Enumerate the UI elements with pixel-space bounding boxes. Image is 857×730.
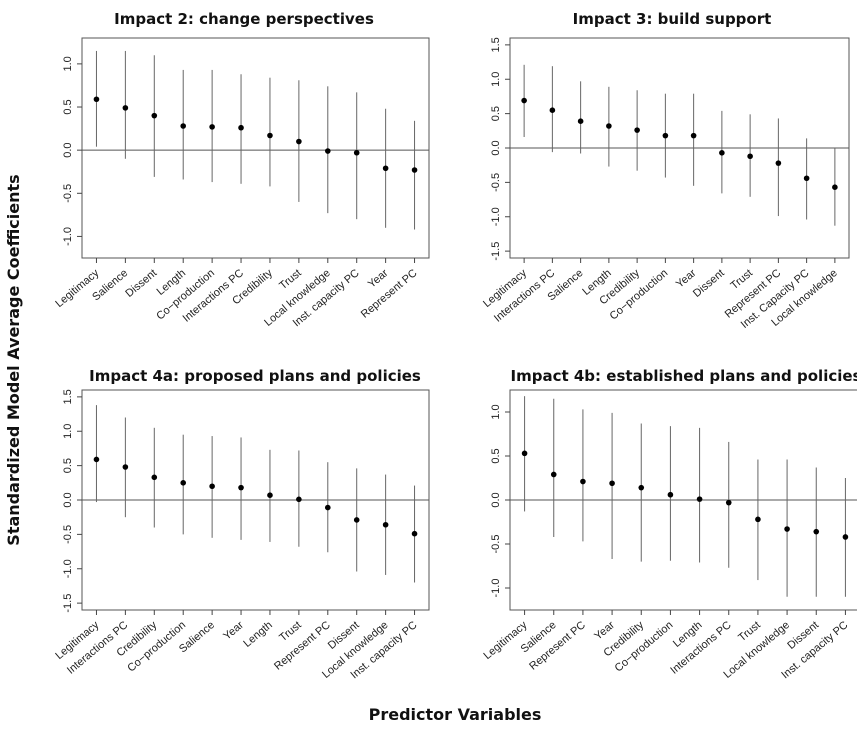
coefficient-point — [180, 123, 187, 129]
coefficient-point — [93, 96, 100, 103]
coefficient-point — [353, 149, 360, 156]
y-tick-label: 0.0 — [490, 140, 502, 155]
coefficient-point — [411, 167, 418, 173]
plot-frame — [81, 37, 430, 259]
panel-2: Impact 3: build support -1.5 -1.0 -0.5 0.0 0.… — [481, 10, 850, 331]
y-tick-label: 0.0 — [62, 492, 74, 507]
coefficient-point — [784, 526, 790, 532]
coefficient-point — [521, 97, 527, 104]
coefficient-point — [151, 112, 158, 119]
y-tick-label: -1.5 — [62, 594, 74, 613]
coefficient-point — [209, 483, 215, 490]
coefficient-point — [411, 530, 418, 537]
coefficient-point — [696, 496, 703, 502]
coefficient-point — [267, 492, 273, 498]
x-tick-label: Dissent — [123, 267, 159, 300]
y-tick-label: 0.5 — [490, 106, 502, 121]
coefficient-point — [550, 471, 557, 478]
x-tick-label: Legitimacy — [482, 619, 530, 662]
coefficient-point — [609, 480, 615, 487]
x-tick-label: Length — [241, 619, 274, 650]
panel-4: Impact 4b: established plans and policie… — [482, 367, 857, 681]
panels: Impact 2: change perspectives -1.0 -0.5 0.0… — [53, 10, 857, 681]
coefficient-point — [634, 127, 640, 133]
coefficient-point — [267, 132, 273, 139]
y-tick-label: 1.5 — [62, 389, 74, 404]
coefficient-point — [755, 516, 761, 523]
y-tick-label: -1.0 — [490, 579, 502, 598]
y-tick-label: 0.0 — [490, 492, 502, 507]
coefficient-point — [549, 107, 556, 113]
coefficient-point — [832, 184, 838, 190]
x-tick-label: Dissent — [691, 267, 727, 300]
coefficient-point — [842, 534, 849, 540]
y-tick-label: 0.5 — [62, 458, 74, 473]
coefficient-point — [606, 123, 612, 129]
y-tick-label: 0.5 — [490, 448, 502, 463]
coefficient-point — [521, 450, 528, 457]
y-tick-label: -0.5 — [490, 173, 502, 192]
coefficient-point — [577, 118, 584, 124]
coefficient-point — [122, 105, 129, 111]
panel-title: Impact 4a: proposed plans and policies — [89, 367, 421, 385]
coefficient-point — [775, 160, 782, 166]
panel-title: Impact 2: change perspectives — [114, 10, 374, 28]
y-tick-label: 1.0 — [62, 424, 74, 439]
y-tick-label: -0.5 — [490, 535, 502, 554]
coefficient-point — [324, 504, 331, 511]
coefficient-point — [382, 165, 389, 172]
coefficient-point — [803, 175, 810, 182]
coefficient-point — [580, 478, 586, 485]
y-tick-label: -1.0 — [62, 559, 74, 578]
y-tick-label: -1.5 — [490, 242, 502, 261]
y-tick-label: -1.0 — [490, 207, 502, 226]
y-tick-label: 0.5 — [62, 99, 74, 114]
y-tick-label: -1.0 — [62, 227, 74, 246]
panel-3: Impact 4a: proposed plans and policies -1… — [53, 367, 430, 681]
coefficient-point — [180, 480, 187, 486]
panel-title: Impact 4b: established plans and policie… — [511, 367, 857, 385]
coefficient-point — [690, 132, 697, 139]
y-tick-label: 1.5 — [490, 37, 502, 52]
coefficient-point — [725, 499, 732, 506]
y-tick-label: 1.0 — [62, 56, 74, 71]
y-axis-title: Standardized Model Average Coefficients — [4, 174, 23, 545]
coefficient-point — [662, 132, 669, 139]
y-tick-label: -0.5 — [62, 525, 74, 544]
coefficient-point — [122, 464, 129, 470]
coefficient-point — [238, 124, 244, 131]
coefficient-point — [353, 517, 360, 523]
coefficient-point — [93, 456, 100, 463]
coefficient-point — [296, 496, 302, 503]
coefficient-point — [747, 153, 753, 160]
coefficient-point — [151, 474, 158, 481]
coefficient-point — [667, 491, 674, 498]
coefficient-point — [382, 521, 389, 528]
y-tick-label: -0.5 — [62, 184, 74, 203]
y-tick-label: 1.0 — [490, 72, 502, 87]
x-axis-title: Predictor Variables — [369, 705, 542, 724]
coefficient-point — [638, 484, 645, 491]
y-tick-label: 0.0 — [62, 143, 74, 158]
panel-title: Impact 3: build support — [573, 10, 772, 28]
y-tick-label: 1.0 — [490, 404, 502, 419]
coefficient-point — [238, 484, 244, 491]
coefficient-point — [296, 138, 302, 145]
panel-1: Impact 2: change perspectives -1.0 -0.5 0.0… — [53, 10, 430, 329]
coefficient-point — [719, 150, 725, 156]
x-tick-label: Legitimacy — [53, 267, 101, 310]
coefficient-point — [813, 528, 820, 535]
coefficient-point — [324, 148, 331, 154]
coefficient-point — [209, 124, 215, 130]
